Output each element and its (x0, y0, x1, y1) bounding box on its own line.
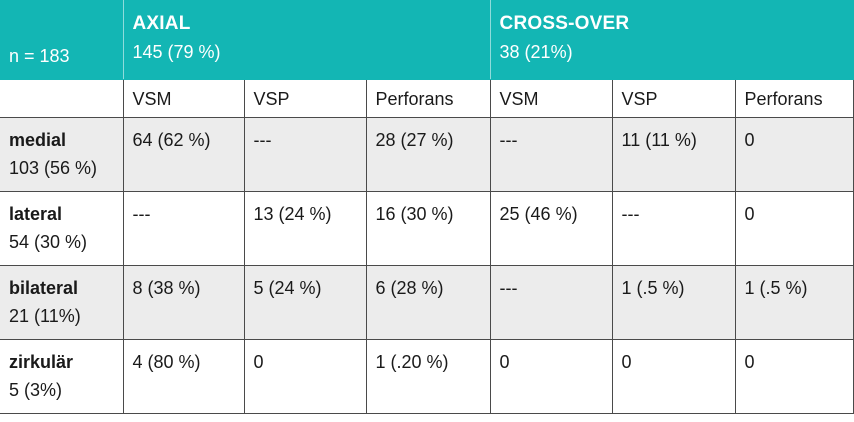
table-cell: 5 (24 %) (243, 265, 367, 340)
column-header: Perforans (365, 79, 491, 118)
row-label-cell: zirkulär 5 (3%) (0, 339, 124, 414)
row-sub: 103 (56 %) (9, 158, 98, 178)
table-cell: --- (122, 191, 245, 266)
row-label-cell: bilateral 21 (11%) (0, 265, 124, 340)
table-cell: 11 (11 %) (611, 117, 736, 192)
table-cell: 0 (734, 191, 854, 266)
table-cell: 4 (80 %) (122, 339, 245, 414)
column-header: VSP (611, 79, 736, 118)
table-cell: 25 (46 %) (489, 191, 613, 266)
row-sub: 5 (3%) (9, 380, 63, 400)
table-cell: 13 (24 %) (243, 191, 367, 266)
column-header: Perforans (734, 79, 854, 118)
row-sub: 21 (11%) (9, 306, 81, 326)
crossover-value: 38 (21%) (499, 42, 573, 62)
table-cell: 0 (611, 339, 736, 414)
column-header: VSP (243, 79, 367, 118)
table-cell: 16 (30 %) (365, 191, 491, 266)
axial-value: 145 (79 %) (132, 42, 221, 62)
table-cell: 64 (62 %) (122, 117, 245, 192)
table-cell: 0 (734, 339, 854, 414)
table-cell: 0 (734, 117, 854, 192)
table-row: zirkulär 5 (3%) 4 (80 %) 0 1 (.20 %) 0 0 … (0, 339, 854, 414)
empty-corner-cell (0, 79, 124, 118)
table-cell: 6 (28 %) (365, 265, 491, 340)
row-label-cell: lateral 54 (30 %) (0, 191, 124, 266)
row-label: zirkulär (9, 352, 74, 372)
row-label: lateral (9, 204, 63, 224)
table-row: bilateral 21 (11%) 8 (38 %) 5 (24 %) 6 (2… (0, 265, 854, 340)
table-cell: 28 (27 %) (365, 117, 491, 192)
crossover-header: CROSS-OVER 38 (21%) (489, 0, 854, 80)
table-cell: --- (489, 117, 613, 192)
axial-title: AXIAL (132, 13, 191, 34)
header-row: n = 183 AXIAL 145 (79 %) CROSS-OVER 38 (… (0, 0, 854, 80)
table-cell: --- (611, 191, 736, 266)
table-cell: 8 (38 %) (122, 265, 245, 340)
column-header: VSM (489, 79, 613, 118)
row-label: medial (9, 130, 67, 150)
table-cell: 1 (.5 %) (611, 265, 736, 340)
table-cell: 1 (.5 %) (734, 265, 854, 340)
table-row: medial 103 (56 %) 64 (62 %) --- 28 (27 %)… (0, 117, 854, 192)
axial-header: AXIAL 145 (79 %) (122, 0, 491, 80)
row-label-cell: medial 103 (56 %) (0, 117, 124, 192)
column-header: VSM (122, 79, 245, 118)
crossover-title: CROSS-OVER (499, 13, 630, 34)
sample-size: n = 183 (0, 0, 124, 80)
table-row: lateral 54 (30 %) --- 13 (24 %) 16 (30 %)… (0, 191, 854, 266)
row-sub: 54 (30 %) (9, 232, 88, 252)
table-cell: 0 (489, 339, 613, 414)
table-cell: --- (243, 117, 367, 192)
table-cell: 0 (243, 339, 367, 414)
table-cell: 1 (.20 %) (365, 339, 491, 414)
column-header-row: VSM VSP Perforans VSM VSP Perforans (0, 79, 854, 118)
row-label: bilateral (9, 278, 79, 298)
table-cell: --- (489, 265, 613, 340)
